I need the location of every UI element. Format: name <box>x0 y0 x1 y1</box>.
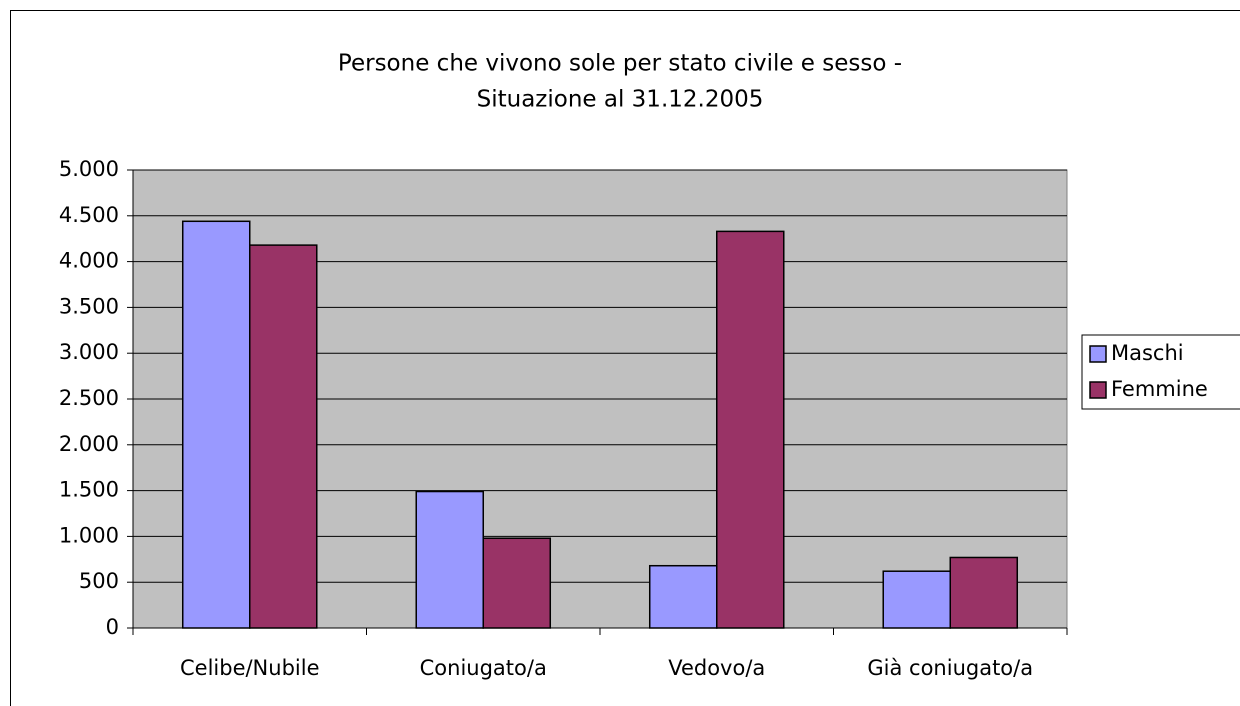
legend-swatch <box>1089 345 1107 363</box>
y-tick-label: 4.000 <box>59 249 119 273</box>
legend-box <box>1081 334 1240 410</box>
y-tick-label: 4.500 <box>59 203 119 227</box>
y-tick-label: 2.500 <box>59 386 119 410</box>
x-tick-label: Già coniugato/a <box>867 656 1033 680</box>
y-tick-label: 0 <box>106 615 119 639</box>
y-tick-label: 3.500 <box>59 294 119 318</box>
bar <box>716 230 785 629</box>
y-tick-label: 5.000 <box>59 157 119 181</box>
legend-label: Maschi <box>1111 341 1184 365</box>
x-tick-label: Celibe/Nubile <box>180 656 320 680</box>
y-tick-label: 2.000 <box>59 432 119 456</box>
legend-label: Femmine <box>1111 377 1208 401</box>
bar <box>249 244 318 629</box>
bar <box>415 490 485 629</box>
legend-swatch <box>1089 381 1107 399</box>
bar <box>882 570 951 629</box>
chart-title: Situazione al 31.12.2005 <box>477 87 764 113</box>
y-tick-label: 1.000 <box>59 523 119 547</box>
y-tick-label: 500 <box>79 569 119 593</box>
x-tick-label: Vedovo/a <box>668 656 765 680</box>
x-tick-label: Coniugato/a <box>420 656 547 680</box>
chart-title: Persone che vivono sole per stato civile… <box>338 51 902 77</box>
y-tick-label: 3.000 <box>59 340 119 364</box>
y-tick-label: 1.500 <box>59 478 119 502</box>
bar <box>482 537 552 629</box>
bar <box>648 564 718 629</box>
bar <box>181 220 251 629</box>
bar <box>949 556 1019 629</box>
